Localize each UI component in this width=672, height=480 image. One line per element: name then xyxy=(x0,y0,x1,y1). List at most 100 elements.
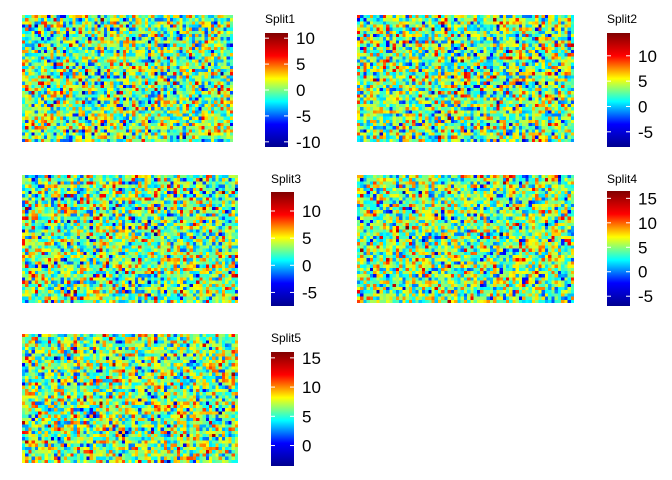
heatmap-cell xyxy=(395,62,400,66)
heatmap-cell xyxy=(34,129,38,133)
heatmap-cell xyxy=(34,40,38,44)
heatmap-cell xyxy=(357,18,361,22)
heatmap-cell xyxy=(72,18,76,22)
heatmap-cell xyxy=(538,24,542,28)
heatmap-cell xyxy=(56,113,60,117)
heatmap-cell xyxy=(179,100,183,105)
heatmap-cell xyxy=(185,27,190,32)
heatmap-cell xyxy=(505,40,510,44)
heatmap-cell xyxy=(160,91,164,95)
heatmap-cell xyxy=(528,56,533,60)
heatmap-cell xyxy=(97,65,101,70)
heatmap-cell xyxy=(176,126,180,130)
heatmap-cell xyxy=(408,91,413,95)
heatmap-cell xyxy=(525,100,529,105)
heatmap-cell xyxy=(91,84,95,89)
heatmap-cell xyxy=(515,97,520,101)
heatmap-cell xyxy=(496,97,500,101)
heatmap-cell xyxy=(78,46,82,51)
heatmap-cell xyxy=(75,18,79,22)
heatmap-cell xyxy=(551,37,555,41)
heatmap-cell xyxy=(434,107,439,111)
heatmap-cell xyxy=(78,62,82,66)
heatmap-cell xyxy=(97,103,101,108)
heatmap-cell xyxy=(441,72,445,76)
heatmap-cell xyxy=(518,18,523,22)
heatmap-cell xyxy=(460,56,465,60)
heatmap-cell xyxy=(502,75,507,79)
heatmap-cell xyxy=(138,88,142,92)
heatmap-cell xyxy=(476,53,481,57)
heatmap-cell xyxy=(147,72,152,76)
heatmap-cell xyxy=(160,40,164,44)
heatmap-cell xyxy=(188,78,193,82)
heatmap-cell xyxy=(34,30,38,35)
heatmap-cell xyxy=(366,119,371,124)
heatmap-cell xyxy=(408,40,413,44)
heatmap-cell xyxy=(369,56,374,60)
heatmap-cell xyxy=(441,62,445,66)
heatmap-cell xyxy=(473,27,477,32)
heatmap-cell xyxy=(151,27,155,32)
heatmap-cell xyxy=(395,97,400,101)
heatmap-cell xyxy=(25,68,29,73)
heatmap-cell xyxy=(179,72,183,76)
heatmap-cell xyxy=(515,119,520,124)
heatmap-cell xyxy=(50,97,54,101)
heatmap-cell xyxy=(151,34,155,38)
heatmap-cell xyxy=(110,97,114,101)
heatmap-cell xyxy=(122,34,127,38)
heatmap-cell xyxy=(567,15,571,19)
heatmap-cell xyxy=(69,129,73,133)
heatmap-cell xyxy=(357,27,361,32)
heatmap-cell xyxy=(567,62,571,66)
heatmap-cell xyxy=(460,119,465,124)
heatmap-cell xyxy=(154,84,158,89)
heatmap-cell xyxy=(147,59,152,63)
heatmap-cell xyxy=(125,84,130,89)
heatmap-cell xyxy=(31,65,35,70)
heatmap-cell xyxy=(173,46,177,51)
heatmap-cell xyxy=(564,110,568,114)
heatmap-cell xyxy=(47,62,51,66)
heatmap-cell xyxy=(170,84,174,89)
heatmap-cell xyxy=(428,24,432,28)
heatmap-cell xyxy=(163,116,168,120)
heatmap-cell xyxy=(535,113,539,117)
heatmap-cell xyxy=(402,49,406,54)
heatmap-cell xyxy=(567,110,571,114)
heatmap-cell xyxy=(229,43,234,47)
heatmap-cell xyxy=(431,107,435,111)
heatmap-cell xyxy=(486,27,490,32)
heatmap-cell xyxy=(412,84,416,89)
heatmap-cell xyxy=(113,135,117,139)
heatmap-cell xyxy=(496,43,500,47)
heatmap-cell xyxy=(59,100,64,105)
heatmap-cell xyxy=(512,72,516,76)
heatmap-cell xyxy=(66,68,70,73)
heatmap-cell xyxy=(166,84,171,89)
heatmap-cell xyxy=(447,53,452,57)
heatmap-cell xyxy=(179,24,183,28)
heatmap-cell xyxy=(125,100,130,105)
heatmap-cell xyxy=(450,15,455,19)
heatmap-cell xyxy=(138,113,142,117)
heatmap-cell xyxy=(437,24,442,28)
heatmap-cell xyxy=(201,110,205,114)
heatmap-cell xyxy=(144,72,149,76)
heatmap-cell xyxy=(91,72,95,76)
heatmap-cell xyxy=(113,62,117,66)
heatmap-cell xyxy=(132,103,136,108)
heatmap-cell xyxy=(399,56,403,60)
heatmap-cell xyxy=(195,103,199,108)
heatmap-cell xyxy=(223,78,227,82)
heatmap-cell xyxy=(441,68,445,73)
heatmap-cell xyxy=(72,81,76,85)
heatmap-cell xyxy=(434,94,439,98)
heatmap-cell xyxy=(421,81,426,85)
heatmap-cell xyxy=(147,100,152,105)
heatmap-cell xyxy=(557,65,562,70)
heatmap-cell xyxy=(72,43,76,47)
heatmap-cell xyxy=(110,107,114,111)
heatmap-cell xyxy=(447,75,452,79)
